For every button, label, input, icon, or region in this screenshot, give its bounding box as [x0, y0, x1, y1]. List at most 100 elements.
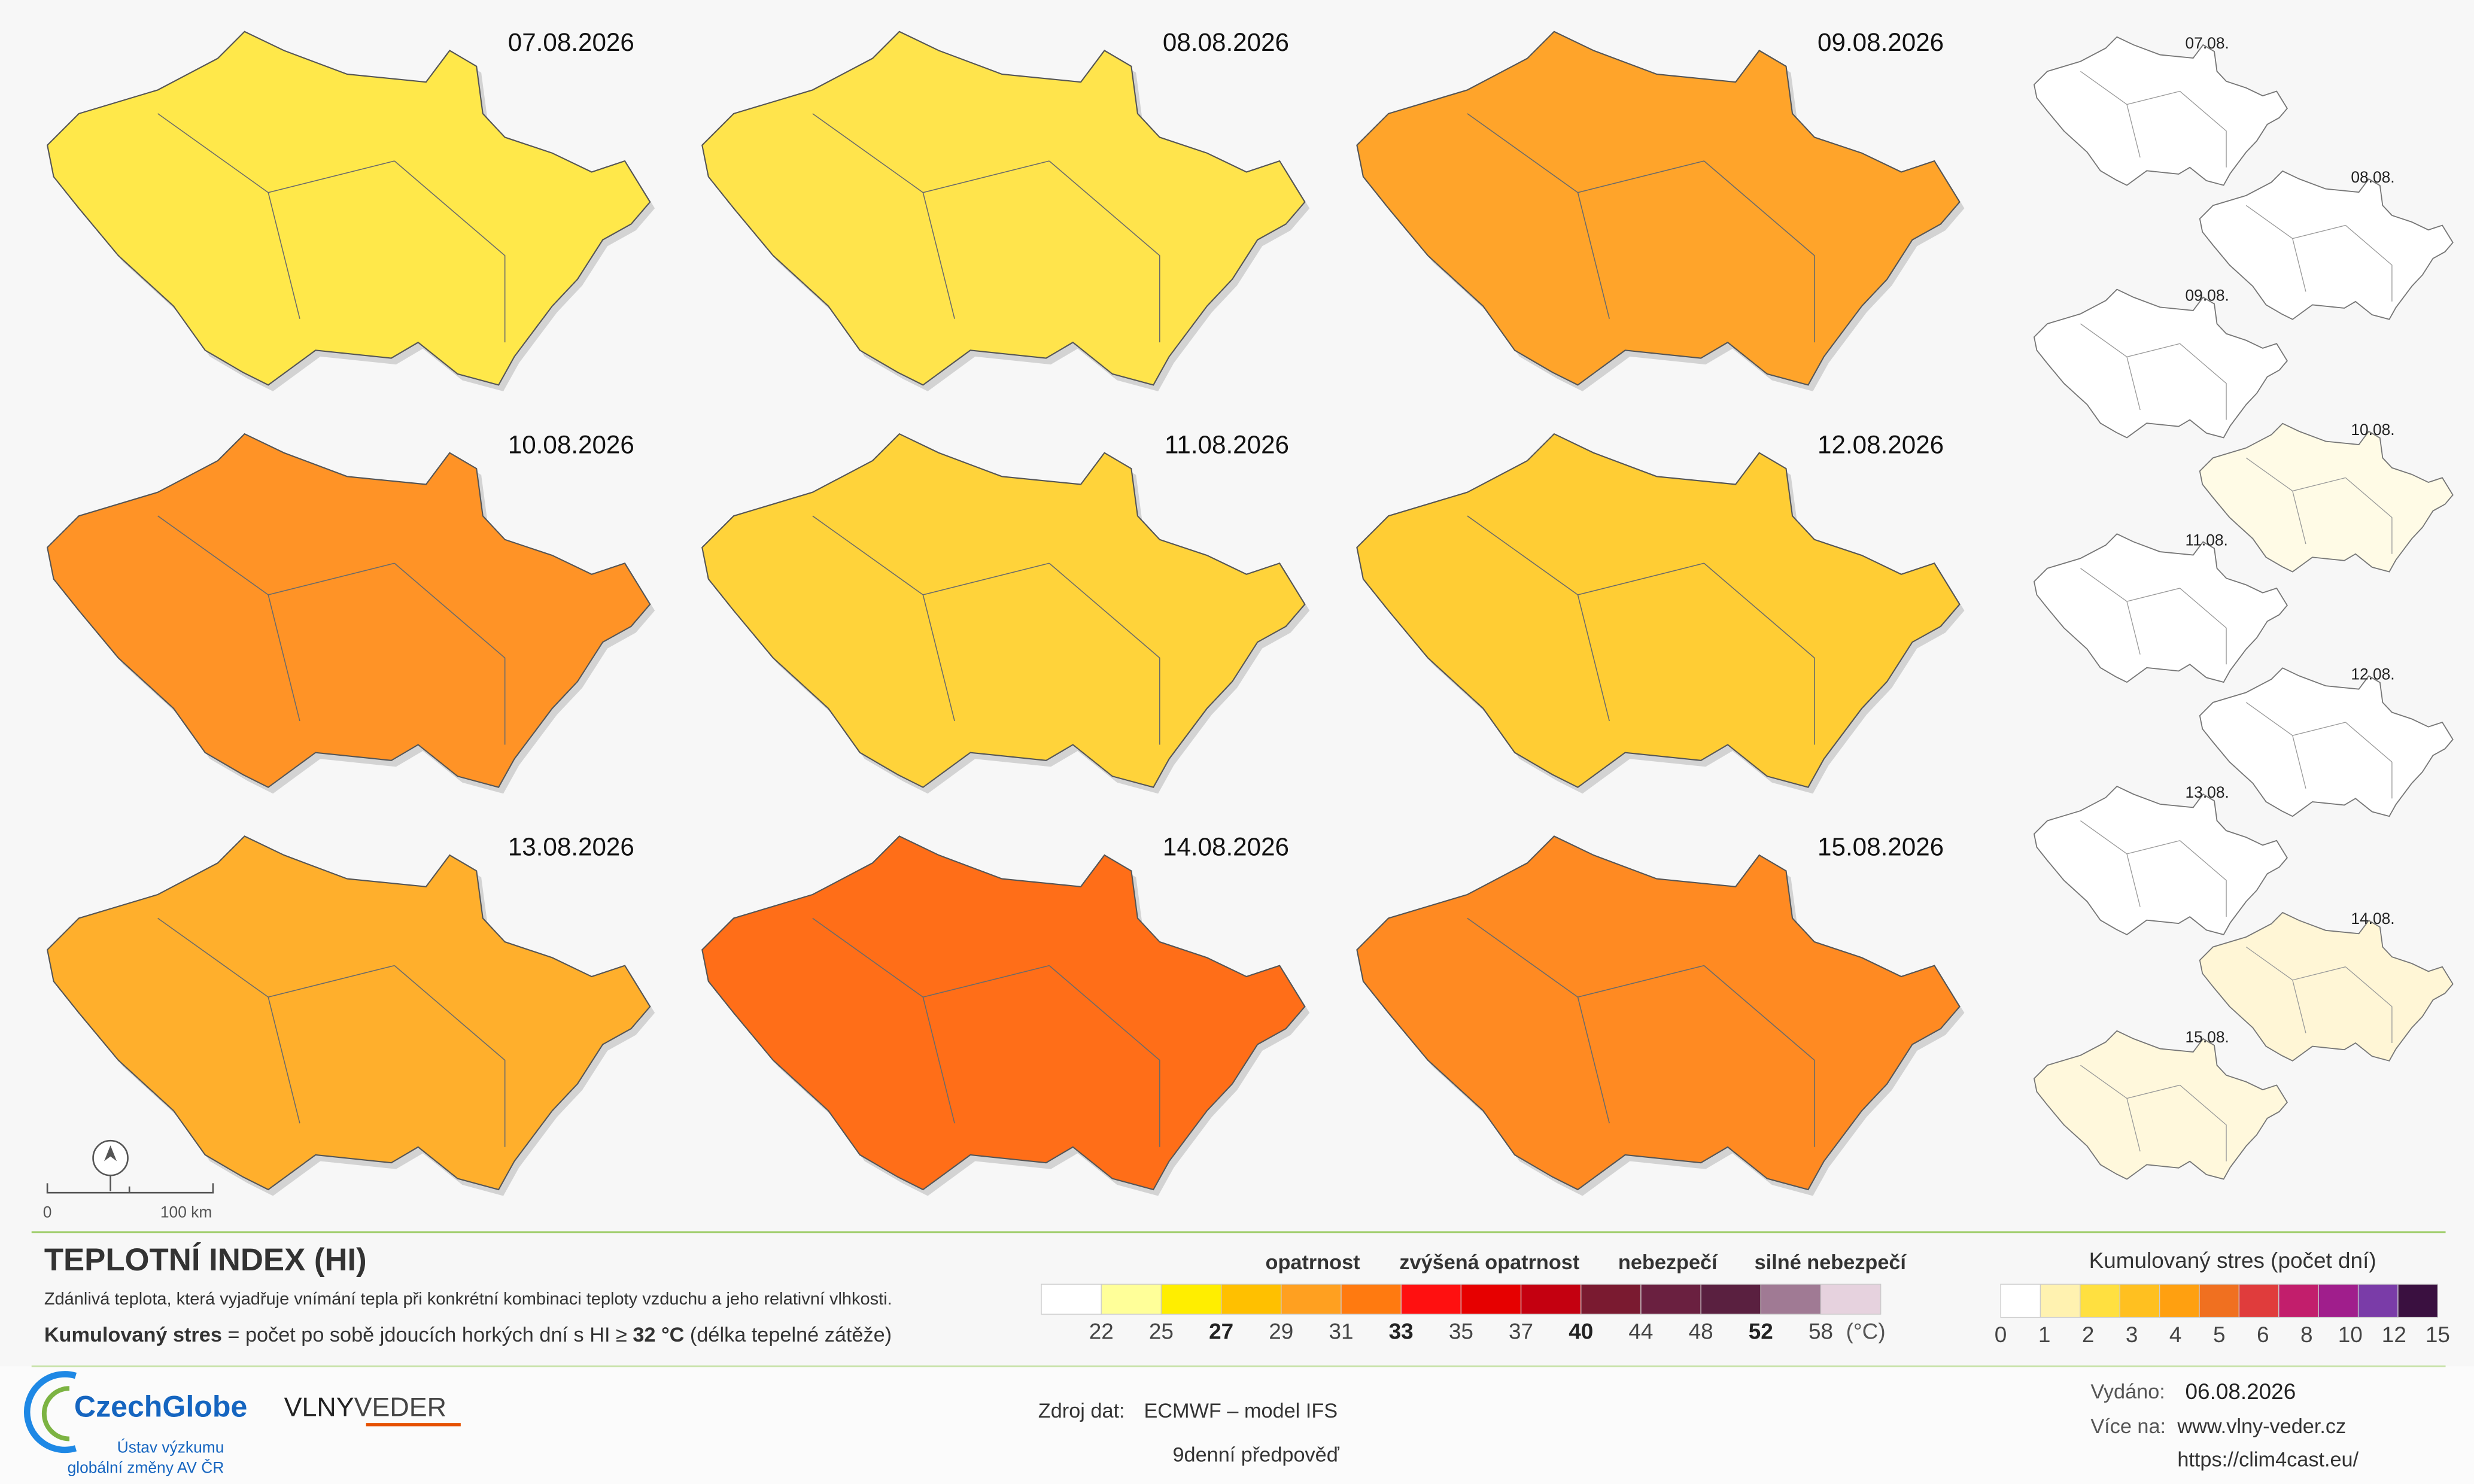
hi-category: zvýšená opatrnost [1399, 1251, 1579, 1274]
map-area [1356, 835, 1961, 1191]
map-area [2199, 422, 2454, 573]
map-date: 14.08.2026 [1163, 833, 1289, 861]
map-area [701, 835, 1306, 1191]
issued-date: 06.08.2026 [2186, 1379, 2296, 1404]
stress-map: 11.08. [2033, 531, 2288, 683]
legend-swatch [2080, 1284, 2120, 1318]
region-borders [157, 515, 506, 745]
legend-swatch [1160, 1284, 1222, 1315]
org-line: Ústav výzkumu [117, 1438, 224, 1456]
legend-swatch [2397, 1284, 2439, 1318]
hi-tick-label: 58 [1809, 1319, 1833, 1344]
stress-tick-label: 3 [2126, 1322, 2138, 1347]
map-area [2199, 911, 2454, 1062]
region-borders [1467, 515, 1815, 745]
map-date: 07.08.2026 [508, 28, 634, 56]
hi-unit: (°C) [1846, 1319, 1886, 1344]
region-borders [2245, 457, 2393, 554]
stress-tick-label: 0 [1995, 1322, 2007, 1347]
stress-map: 09.08. [2033, 287, 2288, 439]
region-borders [2080, 568, 2227, 665]
legend-swatch [2357, 1284, 2399, 1318]
czechglobe-logo [23, 1371, 77, 1453]
stress-tick-label: 8 [2300, 1322, 2313, 1347]
map-area [1356, 31, 1961, 386]
stress-tick-label: 4 [2169, 1322, 2182, 1347]
hi-category: silné nebezpečí [1755, 1251, 1907, 1274]
hi-tick-label: 44 [1628, 1319, 1653, 1344]
stress-tick-label: 1 [2038, 1322, 2051, 1347]
region-borders [2080, 1065, 2227, 1161]
map-date: 13.08.2026 [508, 833, 634, 861]
legend-swatch [1760, 1284, 1822, 1315]
org-line: globální změny AV ČR [68, 1459, 224, 1477]
hi-tick-label: 33 [1389, 1319, 1414, 1344]
stress-map: 12.08. [2199, 665, 2454, 817]
region-borders [2245, 205, 2393, 302]
legend-swatch [2159, 1284, 2200, 1318]
map-date: 12.08. [2351, 665, 2394, 683]
heat-map: 07.08.2026 [46, 28, 655, 391]
map-date: 13.08. [2186, 783, 2229, 801]
map-date: 15.08. [2186, 1028, 2229, 1046]
legend-description: Zdánlivá teplota, která vyjadřuje vnímán… [44, 1290, 892, 1309]
stress-map: 14.08. [2199, 910, 2454, 1062]
cumulative-note: Kumulovaný stres = počet po sobě jdoucíc… [44, 1324, 892, 1346]
legend-swatch [2199, 1284, 2240, 1318]
map-date: 12.08.2026 [1817, 430, 1944, 458]
map-date: 11.08. [2186, 531, 2228, 549]
map-date: 14.08. [2351, 910, 2394, 928]
map-area [701, 433, 1306, 788]
map-date: 10.08. [2351, 421, 2394, 439]
note-part: 32 °C [633, 1324, 684, 1346]
map-area [701, 31, 1306, 386]
heat-map: 10.08.2026 [46, 430, 655, 794]
region-borders [2080, 71, 2227, 168]
brand-part: VLNY [284, 1392, 354, 1422]
scale-label: 0 [43, 1203, 52, 1221]
note-part: = počet po sobě jdoucích horkých dní s H… [222, 1324, 633, 1346]
map-area [2033, 36, 2288, 186]
link[interactable]: https://clim4cast.eu/ [2177, 1448, 2358, 1471]
hi-tick-label: 35 [1449, 1319, 1473, 1344]
scale-bar [46, 1183, 214, 1194]
legend-swatch [1400, 1284, 1462, 1315]
stress-title: Kumulovaný stres (počet dní) [2089, 1248, 2376, 1273]
legend-swatch [1640, 1284, 1701, 1315]
map-area [46, 835, 651, 1191]
map-area [2033, 533, 2288, 683]
legend-swatch [2238, 1284, 2280, 1318]
legend-swatch [1101, 1284, 1162, 1315]
map-date: 07.08. [2186, 34, 2229, 52]
link[interactable]: www.vlny-veder.cz [2177, 1415, 2346, 1438]
legend-swatch [1341, 1284, 1402, 1315]
map-area [2199, 170, 2454, 320]
heat-map: 15.08.2026 [1356, 833, 1965, 1196]
stress-map: 07.08. [2033, 34, 2288, 186]
hi-category: nebezpečí [1618, 1251, 1718, 1274]
hi-tick-label: 52 [1749, 1319, 1773, 1344]
legend-swatch [1220, 1284, 1282, 1315]
map-date: 11.08.2026 [1165, 430, 1289, 458]
org-name: CzechGlobe [74, 1390, 247, 1424]
region-borders [812, 113, 1160, 343]
note-part: Kumulovaný stres [44, 1324, 222, 1346]
map-area [1356, 433, 1961, 788]
hi-tick-label: 29 [1269, 1319, 1293, 1344]
heat-map: 08.08.2026 [701, 28, 1310, 391]
scale-label: 100 km [160, 1203, 212, 1221]
hi-tick-label: 40 [1569, 1319, 1593, 1344]
stress-map: 13.08. [2033, 783, 2288, 935]
stress-tick-label: 5 [2213, 1322, 2226, 1347]
region-borders [812, 917, 1160, 1147]
legend-swatch [1700, 1284, 1761, 1315]
stress-tick-label: 6 [2257, 1322, 2269, 1347]
stress-map: 10.08. [2199, 421, 2454, 573]
hi-category: opatrnost [1266, 1251, 1360, 1274]
region-borders [2245, 946, 2393, 1044]
map-area [2033, 785, 2288, 935]
map-area [46, 433, 651, 788]
legend-swatch [1581, 1284, 1642, 1315]
stress-tick-label: 12 [2382, 1322, 2406, 1347]
region-borders [2245, 702, 2393, 799]
